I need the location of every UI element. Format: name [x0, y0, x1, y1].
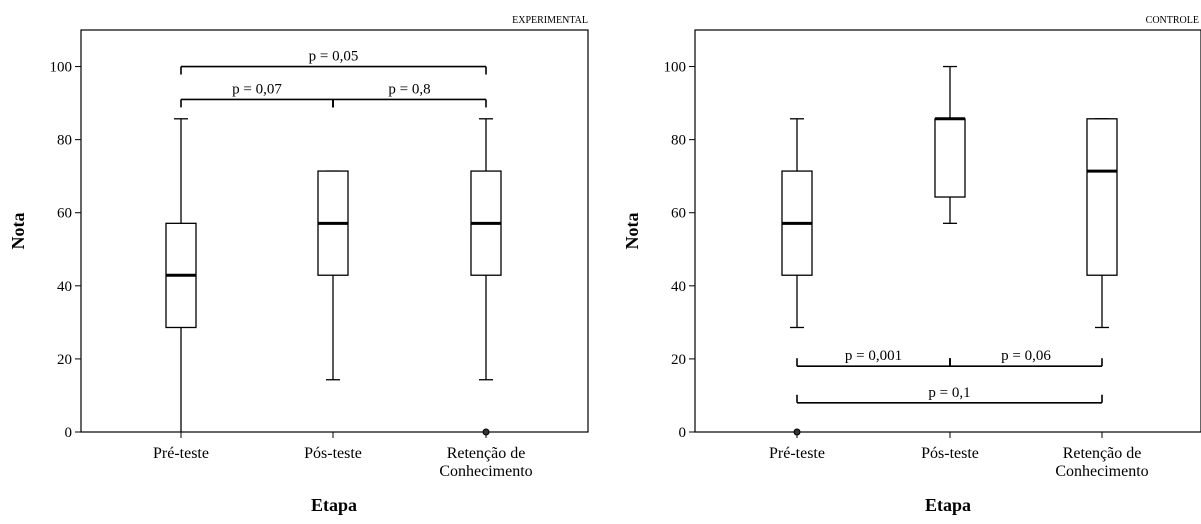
y-tick-label: 0	[679, 425, 687, 441]
p-value-label: p = 0,05	[309, 49, 359, 65]
x-tick-label: Conhecimento	[1055, 463, 1148, 480]
comparison-bracket: p = 0,8	[332, 81, 487, 108]
x-tick-label: Pós-teste	[304, 445, 362, 462]
plot-frame	[694, 29, 1201, 433]
x-axis-label: Etapa	[925, 495, 971, 515]
comparison-bracket: p = 0,001	[796, 348, 951, 368]
box-1	[165, 118, 197, 432]
box-iqr	[934, 118, 966, 198]
panel-label: EXPERIMENTAL	[512, 15, 588, 26]
y-axis-label: Nota	[8, 213, 28, 250]
comparison-bracket: p = 0,05	[180, 49, 487, 75]
y-tick-label: 100	[664, 60, 687, 76]
box-2	[317, 170, 349, 381]
x-tick-label: Retenção de	[1063, 445, 1142, 462]
p-value-label: p = 0,1	[928, 385, 970, 401]
plot-frame	[80, 29, 589, 433]
box-2	[934, 65, 966, 224]
y-tick-label: 40	[57, 279, 72, 295]
comparison-bracket: p = 0,1	[796, 385, 1103, 404]
chart-panel-2: CONTROLE 0 20 40 60 80 100 Nota Pré-teste Pós-tes…	[622, 15, 1201, 515]
box-3	[1086, 118, 1118, 329]
x-tick-label: Pós-teste	[921, 445, 979, 462]
x-tick-label: Pré-teste	[769, 445, 825, 462]
p-value-label: p = 0,06	[1001, 348, 1051, 364]
y-tick-label: 80	[57, 133, 72, 149]
y-tick-label: 60	[57, 206, 72, 222]
chart-panel-1: EXPERIMENTAL 0 20 40 60 80 100 Nota Pré-teste Pós…	[8, 15, 589, 515]
y-tick-label: 60	[671, 206, 686, 222]
box-iqr	[1086, 118, 1118, 276]
y-tick-label: 40	[671, 279, 686, 295]
comparison-bracket: p = 0,07	[180, 81, 334, 108]
p-value-label: p = 0,8	[388, 81, 430, 97]
y-tick-label: 100	[50, 60, 73, 76]
comparison-bracket: p = 0,06	[949, 348, 1103, 368]
x-axis-label: Etapa	[311, 495, 357, 515]
box-1	[781, 118, 813, 436]
outlier-point	[482, 428, 490, 436]
p-value-label: p = 0,07	[232, 81, 282, 97]
y-tick-label: 20	[671, 352, 686, 368]
y-tick-label: 20	[57, 352, 72, 368]
p-value-label: p = 0,001	[845, 348, 902, 364]
y-tick-label: 80	[671, 133, 686, 149]
box-3	[470, 118, 502, 436]
panel-label: CONTROLE	[1146, 15, 1199, 26]
x-tick-label: Retenção de	[447, 445, 526, 462]
y-tick-label: 0	[65, 425, 73, 441]
x-tick-label: Conhecimento	[439, 463, 532, 480]
x-tick-label: Pré-teste	[153, 445, 209, 462]
outlier-point	[793, 428, 801, 436]
y-axis-label: Nota	[622, 213, 642, 250]
